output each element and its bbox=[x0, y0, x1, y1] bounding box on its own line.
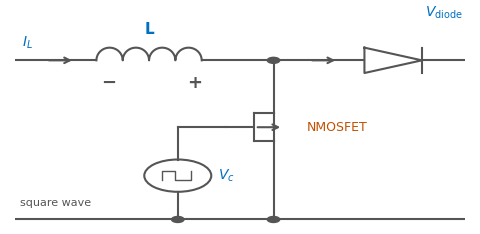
Text: +: + bbox=[187, 74, 202, 92]
Text: NMOSFET: NMOSFET bbox=[307, 121, 368, 134]
Circle shape bbox=[267, 57, 280, 63]
Text: $V_{\rm diode}$: $V_{\rm diode}$ bbox=[425, 5, 463, 21]
Text: $I_L$: $I_L$ bbox=[22, 35, 33, 51]
Text: $V_c$: $V_c$ bbox=[218, 168, 235, 184]
Text: L: L bbox=[144, 22, 154, 37]
Text: square wave: square wave bbox=[20, 198, 91, 208]
Circle shape bbox=[267, 216, 280, 223]
Text: −: − bbox=[101, 74, 116, 92]
Circle shape bbox=[171, 216, 184, 223]
